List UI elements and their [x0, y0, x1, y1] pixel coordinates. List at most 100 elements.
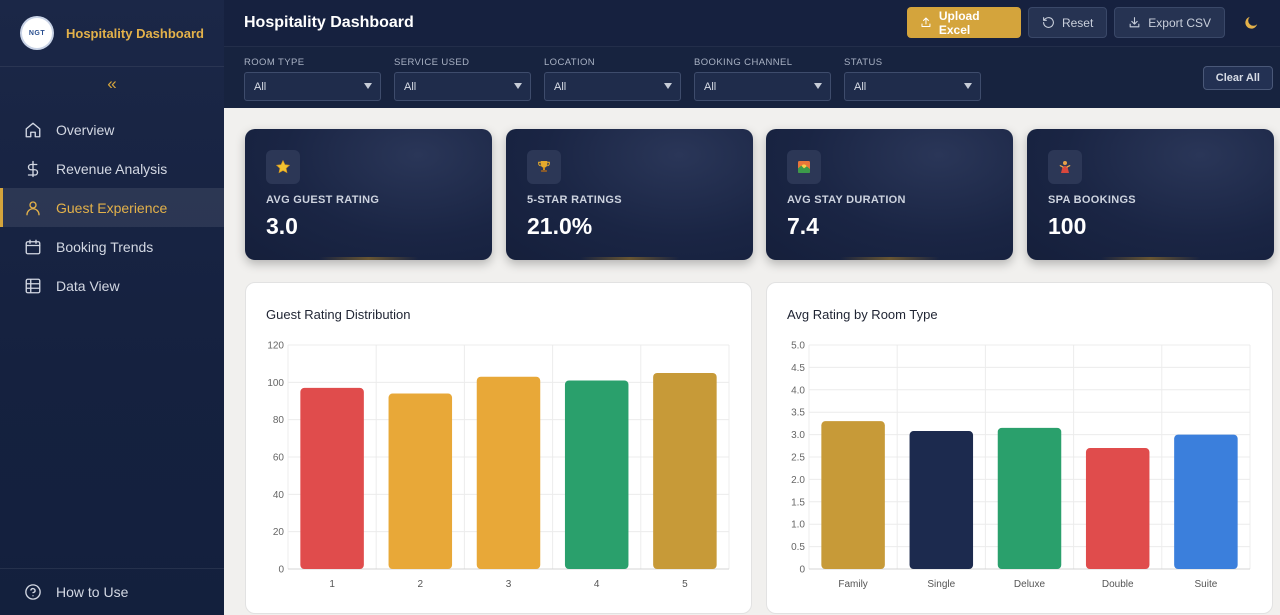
how-to-use-label: How to Use [56, 584, 129, 600]
y-tick-label: 1.5 [791, 497, 805, 508]
sidebar-item-guest-experience[interactable]: Guest Experience [0, 188, 224, 227]
kpi-card-spa-bookings: SPA BOOKINGS 100 [1027, 129, 1274, 260]
y-tick-label: 3.5 [791, 408, 805, 419]
sidebar-item-label: Booking Trends [56, 238, 154, 255]
filter-service-used: SERVICE USED All [394, 57, 531, 101]
rating-distribution-chart: 0 20 40 60 80 100 120 1 2 3 4 5 [267, 341, 730, 590]
kpi-value: 21.0% [527, 213, 593, 239]
filter-label: ROOM TYPE [244, 57, 305, 68]
filter-label: BOOKING CHANNEL [694, 57, 793, 68]
kpi-card-5-star-ratings: 5-STAR RATINGS 21.0% [506, 129, 753, 260]
sidebar-item-label: Revenue Analysis [56, 160, 168, 177]
filter-label: LOCATION [544, 57, 596, 68]
location-select[interactable]: All [544, 72, 681, 101]
y-tick-label: 4.5 [791, 363, 805, 374]
chart-title: Avg Rating by Room Type [787, 307, 938, 322]
reset-label: Reset [1061, 15, 1094, 30]
y-tick-label: 60 [273, 453, 285, 464]
x-tick-label: 3 [506, 579, 512, 590]
sidebar-item-data-view[interactable]: Data View [0, 266, 224, 305]
sidebar-item-label: Data View [56, 277, 120, 294]
header-actions: Upload Excel Reset Export CSV [906, 7, 1262, 38]
caret-down-icon [964, 83, 972, 89]
brand-title: Hospitality Dashboard [66, 25, 204, 41]
bar [1085, 448, 1150, 569]
x-tick-label: Double [1102, 579, 1134, 590]
room-type-select[interactable]: All [244, 72, 381, 101]
select-value: All [854, 80, 867, 93]
kpi-label: AVG GUEST RATING [266, 194, 380, 206]
y-tick-label: 4.0 [791, 385, 805, 396]
star-icon [266, 150, 300, 184]
x-tick-label: Single [927, 579, 955, 590]
kpi-label: AVG STAY DURATION [787, 194, 906, 206]
booking-channel-select[interactable]: All [694, 72, 831, 101]
chart-card-avg-rating-room-type: Avg Rating by Room Type 0 0.5 1.0 1.5 2.0 2.5… [766, 282, 1273, 614]
header: Hospitality Dashboard Upload Excel Reset… [224, 0, 1280, 47]
kpi-card-avg-guest-rating: AVG GUEST RATING 3.0 [245, 129, 492, 260]
y-tick-label: 3.0 [791, 430, 805, 441]
y-tick-label: 100 [267, 378, 284, 389]
bar [564, 380, 629, 569]
filter-booking-channel: BOOKING CHANNEL All [694, 57, 831, 101]
select-value: All [254, 80, 267, 93]
spa-icon [1048, 150, 1082, 184]
sidebar-item-overview[interactable]: Overview [0, 110, 224, 149]
chart-title: Guest Rating Distribution [266, 307, 411, 322]
user-icon [26, 200, 40, 215]
caret-down-icon [814, 83, 822, 89]
y-tick-label: 0.5 [791, 542, 805, 553]
y-tick-label: 120 [267, 341, 284, 352]
bar [388, 393, 453, 569]
x-tick-label: 1 [329, 579, 335, 590]
reset-icon [1043, 17, 1054, 28]
upload-excel-button[interactable]: Upload Excel [906, 7, 1021, 38]
sidebar-item-label: Guest Experience [56, 199, 168, 216]
brand: NGT Hospitality Dashboard [0, 0, 224, 67]
select-value: All [704, 80, 717, 93]
y-tick-label: 80 [273, 415, 285, 426]
upload-icon [921, 17, 931, 27]
kpi-value: 7.4 [787, 213, 819, 239]
calendar-icon [25, 239, 41, 254]
bar [300, 387, 364, 569]
home-icon [25, 122, 41, 137]
sidebar-item-booking-trends[interactable]: Booking Trends [0, 227, 224, 266]
chart-card-rating-distribution: Guest Rating Distribution 0 20 40 60 80 100 12… [245, 282, 752, 614]
help-circle-icon [25, 584, 41, 600]
kpi-value: 100 [1048, 213, 1087, 239]
x-tick-label: 5 [682, 579, 688, 590]
status-select[interactable]: All [844, 72, 981, 101]
bar [909, 431, 974, 569]
dark-mode-toggle[interactable] [1240, 12, 1262, 34]
select-value: All [404, 80, 417, 93]
kpi-card-avg-stay-duration: AVG STAY DURATION 7.4 [766, 129, 1013, 260]
x-tick-label: Deluxe [1014, 579, 1046, 590]
table-icon [25, 278, 41, 293]
y-tick-label: 20 [273, 527, 285, 538]
sidebar: NGT Hospitality Dashboard « Overview Rev… [0, 0, 224, 615]
kpi-label: 5-STAR RATINGS [527, 194, 622, 206]
export-csv-button[interactable]: Export CSV [1114, 7, 1225, 38]
caret-down-icon [364, 83, 372, 89]
logo: NGT [22, 18, 52, 48]
y-tick-label: 1.0 [791, 520, 805, 531]
filter-room-type: ROOM TYPE All [244, 57, 381, 101]
y-tick-label: 2.5 [791, 453, 805, 464]
caret-down-icon [664, 83, 672, 89]
service-used-select[interactable]: All [394, 72, 531, 101]
how-to-use-button[interactable]: How to Use [0, 568, 224, 615]
reset-button[interactable]: Reset [1027, 7, 1108, 38]
sidebar-nav: Overview Revenue Analysis Guest Experien… [0, 110, 224, 305]
sidebar-item-revenue-analysis[interactable]: Revenue Analysis [0, 149, 224, 188]
export-csv-label: Export CSV [1148, 15, 1211, 30]
filter-bar: ROOM TYPE All SERVICE USED All LOCATION … [224, 47, 1280, 108]
collapse-sidebar-button[interactable]: « [0, 68, 224, 100]
y-tick-label: 2.0 [791, 475, 805, 486]
trophy-icon [527, 150, 561, 184]
bar [997, 427, 1062, 569]
bar [653, 373, 717, 569]
dollar-icon [27, 160, 39, 177]
kpi-value: 3.0 [266, 213, 298, 239]
clear-all-button[interactable]: Clear All [1202, 66, 1273, 90]
